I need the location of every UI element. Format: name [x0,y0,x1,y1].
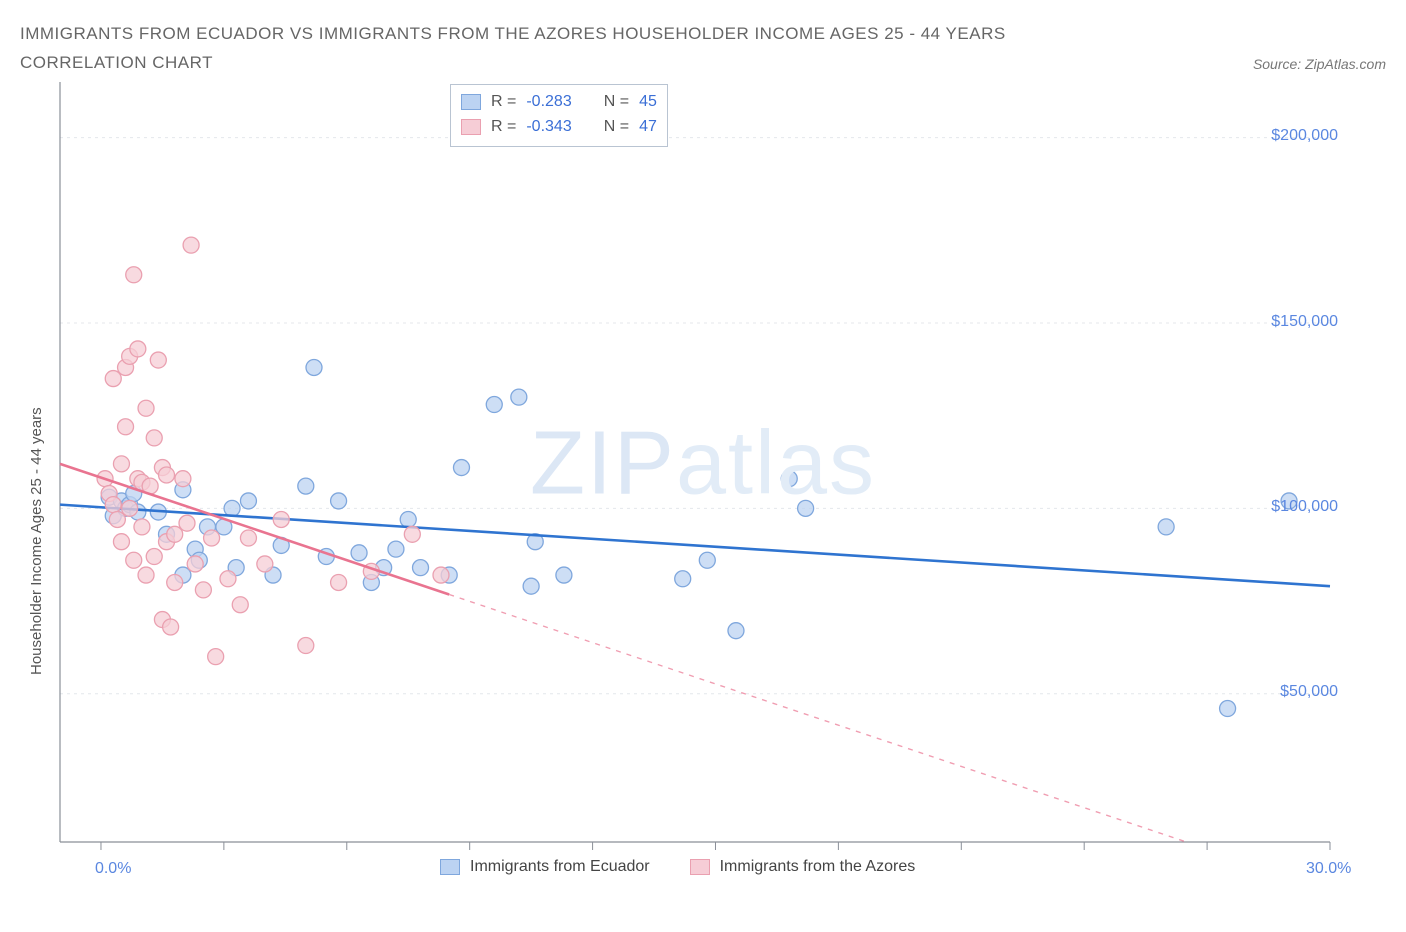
scatter-chart [20,82,1406,902]
r-label: R = [491,89,516,115]
legend-swatch-ecuador [440,859,460,875]
x-tick-label: 30.0% [1306,860,1351,878]
y-tick-label: $200,000 [1238,127,1338,145]
n-label: N = [604,89,629,115]
legend-label-ecuador: Immigrants from Ecuador [470,858,650,876]
y-axis-label: Householder Income Ages 25 - 44 years [28,407,45,675]
r-value-azores: -0.343 [526,114,571,140]
legend-label-azores: Immigrants from the Azores [720,858,916,876]
n-value-ecuador: 45 [639,89,657,115]
chart-container: ZIPatlas Householder Income Ages 25 - 44… [20,82,1386,912]
series-legend: Immigrants from Ecuador Immigrants from t… [440,858,915,876]
n-value-azores: 47 [639,114,657,140]
source-attribution: Source: ZipAtlas.com [1253,56,1386,78]
r-label: R = [491,114,516,140]
x-tick-label: 0.0% [95,860,131,878]
y-tick-label: $150,000 [1238,313,1338,331]
r-value-ecuador: -0.283 [526,89,571,115]
y-tick-label: $50,000 [1238,683,1338,701]
stats-row-ecuador: R = -0.283 N = 45 [461,89,657,115]
n-label: N = [604,114,629,140]
legend-item-ecuador: Immigrants from Ecuador [440,858,650,876]
swatch-ecuador [461,94,481,110]
chart-title: IMMIGRANTS FROM ECUADOR VS IMMIGRANTS FR… [20,20,1120,78]
stats-row-azores: R = -0.343 N = 47 [461,114,657,140]
legend-swatch-azores [690,859,710,875]
swatch-azores [461,119,481,135]
correlation-stats-box: R = -0.283 N = 45 R = -0.343 N = 47 [450,84,668,147]
y-tick-label: $100,000 [1238,498,1338,516]
legend-item-azores: Immigrants from the Azores [690,858,916,876]
